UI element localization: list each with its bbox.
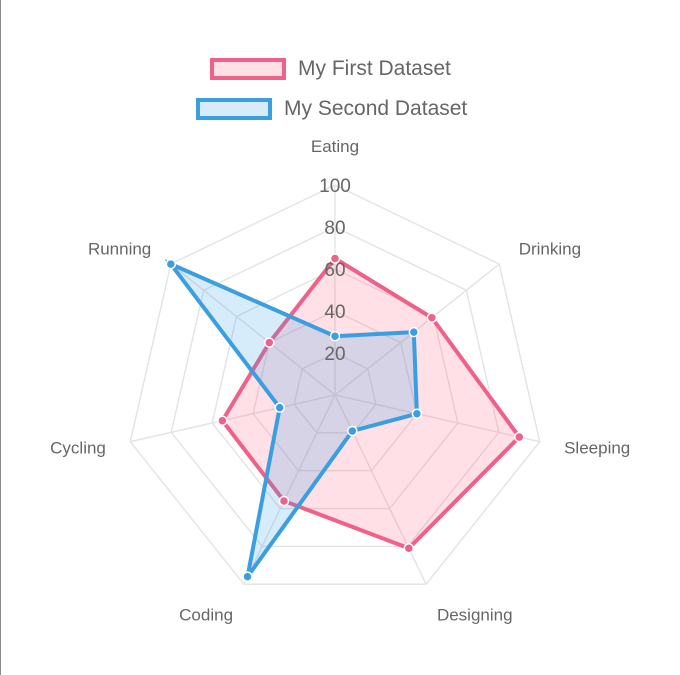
legend-swatch-second-dataset <box>196 98 272 120</box>
grid-spoke <box>170 263 336 396</box>
tick-label: 40 <box>324 302 345 323</box>
grid-spoke <box>334 394 540 443</box>
grid-ring <box>211 268 459 510</box>
data-point <box>347 425 358 437</box>
tick-label: 80 <box>324 218 345 239</box>
dataset-area-2 <box>164 259 419 578</box>
legend-label-first-dataset: My First Dataset <box>298 57 451 80</box>
data-point <box>217 415 228 426</box>
grid-ring <box>170 226 500 548</box>
data-point <box>411 408 423 419</box>
data-point <box>403 543 415 554</box>
legend-swatch-first-dataset <box>210 58 286 80</box>
axis-label-cycling: Cycling <box>50 438 106 457</box>
tick-label: 60 <box>324 260 345 281</box>
grid-ring <box>252 310 418 472</box>
grid-ring <box>293 352 377 434</box>
axis-label-coding: Coding <box>179 606 233 625</box>
grid-spoke <box>243 394 336 585</box>
data-point <box>408 326 420 338</box>
axis-label-designing: Designing <box>437 606 513 625</box>
tick-label: 100 <box>319 176 351 197</box>
data-point <box>426 312 438 323</box>
dataset-area-1 <box>219 255 522 551</box>
grid-spoke <box>130 394 336 443</box>
frame-edge <box>0 0 1 675</box>
legend-item-second-dataset[interactable]: My Second Dataset <box>196 94 467 124</box>
axis-label-sleeping: Sleeping <box>564 438 630 457</box>
axis-label-eating: Eating <box>311 137 359 156</box>
axis-label-running: Running <box>88 239 151 258</box>
data-point <box>242 571 253 582</box>
data-point <box>278 495 290 507</box>
data-point <box>165 258 177 270</box>
legend-label-second-dataset: My Second Dataset <box>284 97 468 120</box>
data-point <box>329 253 341 264</box>
data-point <box>264 337 275 348</box>
tick-label: 20 <box>324 344 345 365</box>
axis-label-drinking: Drinking <box>519 239 581 258</box>
data-point <box>329 330 341 342</box>
data-point <box>514 431 525 443</box>
legend-item-first-dataset[interactable]: My First Dataset <box>210 54 451 84</box>
grid-ring <box>129 184 541 585</box>
data-point <box>274 402 285 413</box>
